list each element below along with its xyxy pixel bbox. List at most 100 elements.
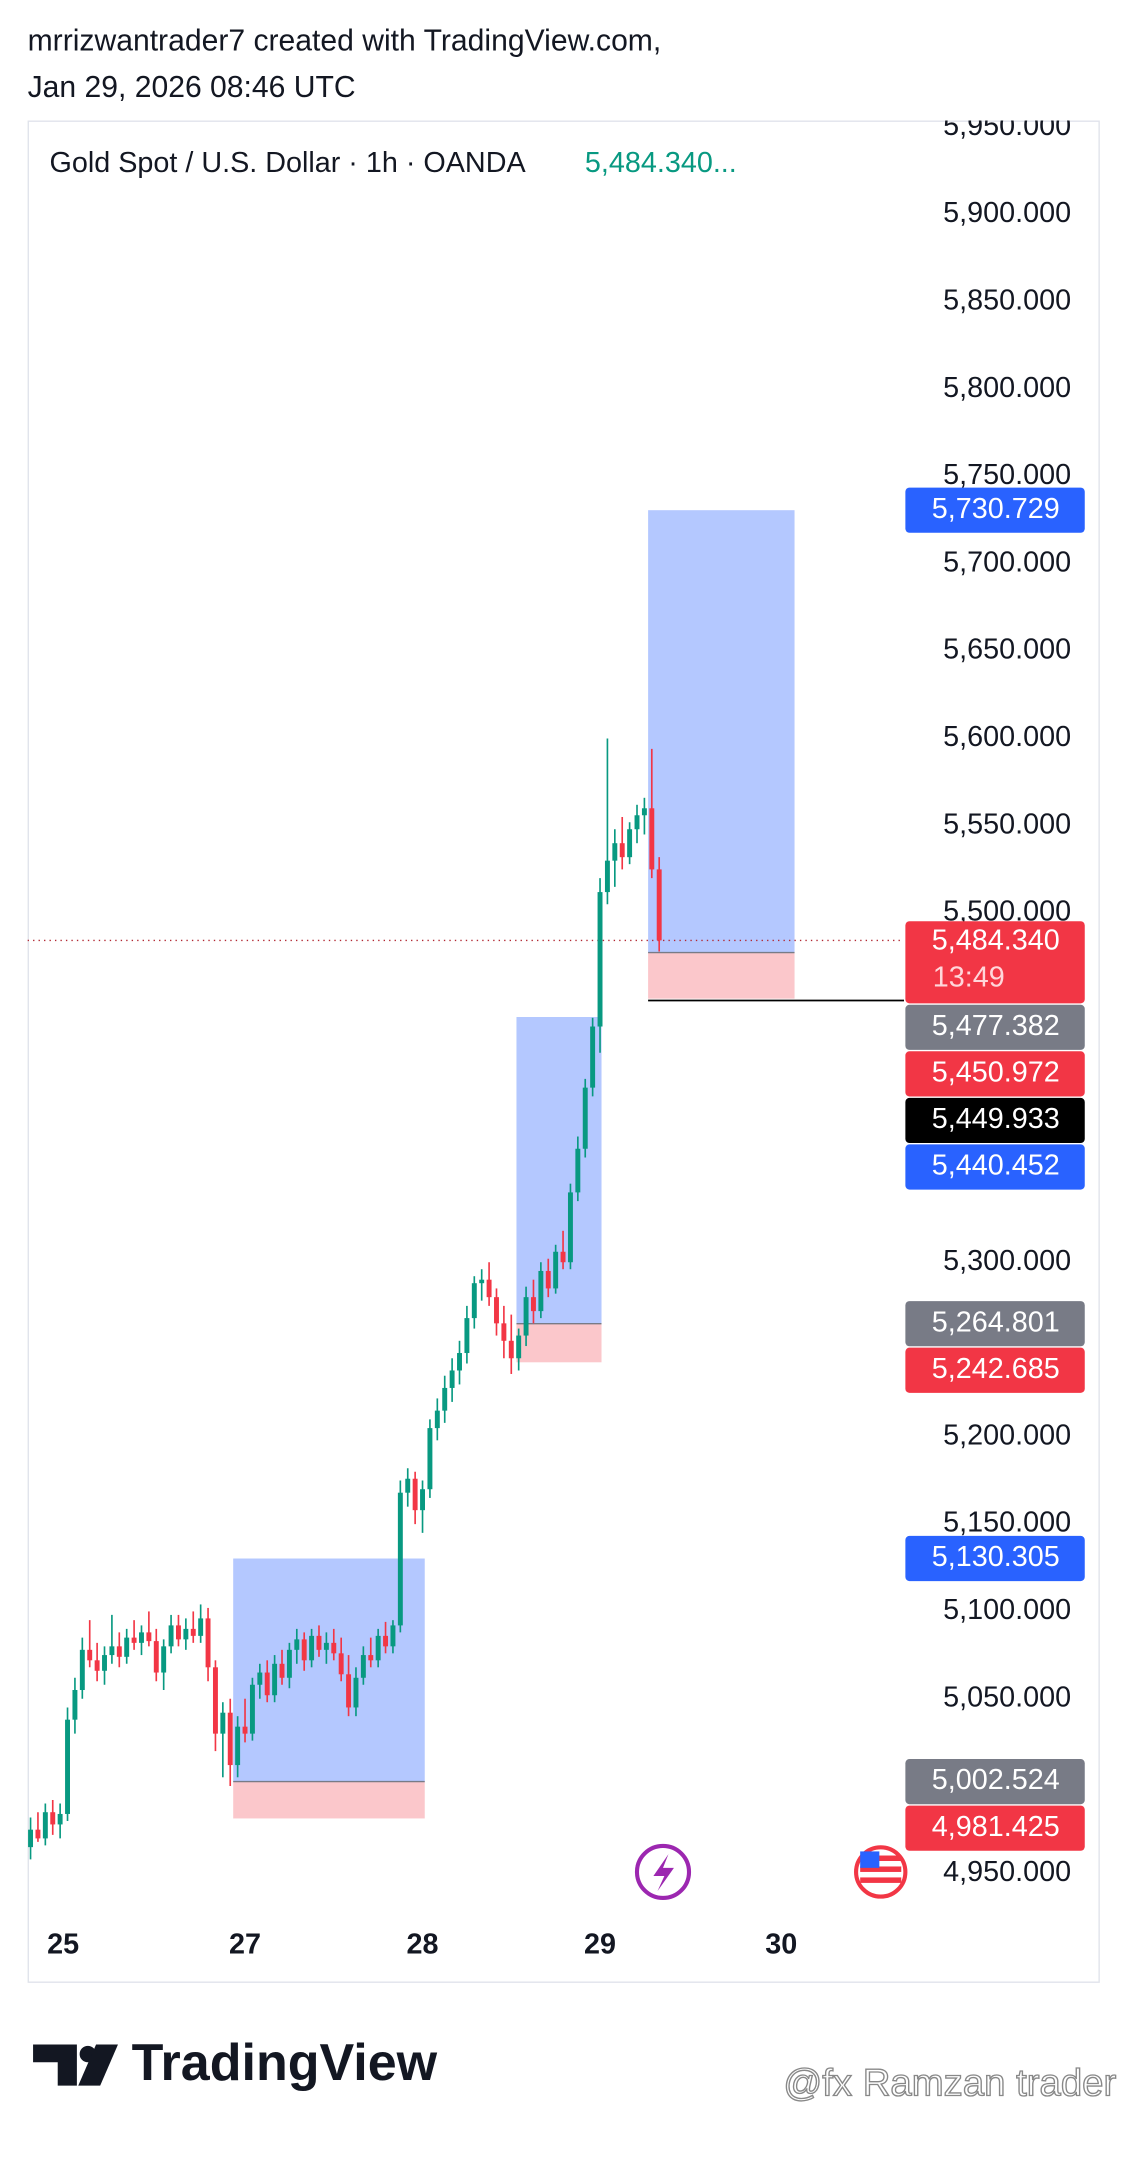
candle-body xyxy=(434,1410,440,1429)
candle-body xyxy=(94,1660,100,1671)
candle-body xyxy=(249,1684,255,1734)
candle-body xyxy=(161,1646,167,1673)
y-tick-label: 5,050.000 xyxy=(943,1681,1071,1713)
candle-body xyxy=(242,1726,248,1734)
candle-body xyxy=(412,1478,418,1511)
candle-body xyxy=(198,1618,204,1636)
candle-body xyxy=(131,1637,137,1643)
candle-body xyxy=(109,1646,115,1656)
candle-body xyxy=(508,1340,514,1359)
candle-body xyxy=(590,1026,596,1088)
price-tag xyxy=(905,1347,1085,1393)
target-zone xyxy=(648,510,795,953)
price-tag xyxy=(905,1144,1085,1190)
candle-body xyxy=(220,1712,226,1734)
target-zone xyxy=(233,1558,425,1782)
candle-body xyxy=(309,1635,315,1661)
watermark: @fx Ramzan trader xyxy=(783,2062,1116,2105)
x-tick-label: 27 xyxy=(229,1928,261,1960)
candle-body xyxy=(627,829,633,858)
candle-body xyxy=(286,1649,292,1678)
candle-body xyxy=(176,1625,181,1640)
candle-body xyxy=(212,1667,218,1734)
candle-body xyxy=(153,1641,159,1673)
candle-body xyxy=(486,1279,492,1298)
y-tick-label: 5,700.000 xyxy=(943,546,1071,578)
candle-body xyxy=(390,1625,396,1647)
candle-body xyxy=(457,1353,462,1371)
candle-body xyxy=(420,1489,425,1511)
y-tick-label: 5,800.000 xyxy=(943,372,1071,404)
price-tag xyxy=(905,487,1085,533)
candle-body xyxy=(582,1087,588,1149)
tv-logo-text: TradingView xyxy=(132,2034,438,2092)
target-zone xyxy=(516,1017,602,1324)
price-tag xyxy=(905,1535,1085,1582)
candle-body xyxy=(575,1148,581,1193)
candle-body xyxy=(656,869,662,941)
stop-zone xyxy=(233,1781,425,1819)
price-tag-label: 4,981.425 xyxy=(932,1811,1060,1843)
candle-body xyxy=(35,1829,41,1839)
price-tag-label: 5,264.801 xyxy=(932,1306,1060,1338)
candle-body xyxy=(72,1689,78,1720)
candle-body xyxy=(79,1649,85,1690)
candle-body xyxy=(338,1653,344,1675)
candle-body xyxy=(227,1712,233,1766)
candle-body xyxy=(116,1646,122,1657)
pane-border xyxy=(27,120,1100,1983)
y-tick-label: 5,750.000 xyxy=(943,459,1071,491)
y-tick-label: 5,550.000 xyxy=(943,808,1071,840)
candle-body xyxy=(464,1318,470,1354)
x-tick-label: 25 xyxy=(47,1928,79,1960)
stop-zone xyxy=(516,1323,602,1363)
candle-body xyxy=(619,843,625,858)
y-tick-label: 5,150.000 xyxy=(943,1507,1071,1539)
price-tag xyxy=(905,1759,1085,1805)
price-tag xyxy=(905,921,1085,1004)
candle-body xyxy=(368,1655,374,1661)
y-tick-label: 5,600.000 xyxy=(943,721,1071,753)
candle-body xyxy=(649,808,655,870)
candle-body xyxy=(102,1655,107,1671)
candle-body xyxy=(397,1492,403,1626)
candle-body xyxy=(597,892,603,1027)
price-tag xyxy=(905,1004,1085,1050)
candle-body xyxy=(65,1719,70,1814)
price-tag-label: 5,440.452 xyxy=(932,1150,1060,1182)
candle-body xyxy=(641,808,647,816)
candle-body xyxy=(353,1677,359,1708)
price-tag xyxy=(905,1051,1085,1097)
tv-logo-mark xyxy=(33,2044,118,2086)
x-tick-label: 29 xyxy=(584,1928,616,1960)
lightning-icon[interactable] xyxy=(634,1843,692,1901)
candle-body xyxy=(545,1270,551,1289)
candle-body xyxy=(139,1632,144,1643)
author-line: mrrizwantrader7 created with TradingView… xyxy=(28,24,662,57)
price-tag-label: 5,450.972 xyxy=(932,1056,1060,1088)
us-flag-icon[interactable] xyxy=(854,1845,908,1899)
stop-zone xyxy=(648,952,795,999)
candle-body xyxy=(471,1283,477,1319)
candle-body xyxy=(383,1635,389,1647)
candle-body xyxy=(346,1674,352,1708)
candle-body xyxy=(316,1635,322,1650)
candle-body xyxy=(331,1642,337,1654)
y-tick-label: 5,650.000 xyxy=(943,634,1071,666)
price-tag-label: 5,730.729 xyxy=(932,493,1060,525)
candle-body xyxy=(516,1335,522,1359)
plot xyxy=(27,510,904,1860)
candle-body xyxy=(168,1625,174,1647)
candle-body xyxy=(405,1478,411,1493)
candle-body xyxy=(538,1270,544,1312)
candle-body xyxy=(360,1655,366,1678)
candle-body xyxy=(604,860,610,893)
price-tag-label: 5,242.685 xyxy=(932,1353,1060,1385)
x-tick-label: 28 xyxy=(407,1928,439,1960)
candle-body xyxy=(146,1632,152,1642)
candle-body xyxy=(28,1829,34,1848)
candle-body xyxy=(634,815,640,830)
price-tag xyxy=(905,1805,1085,1851)
candle-body xyxy=(523,1297,529,1336)
y-tick-label: 5,850.000 xyxy=(943,285,1071,317)
